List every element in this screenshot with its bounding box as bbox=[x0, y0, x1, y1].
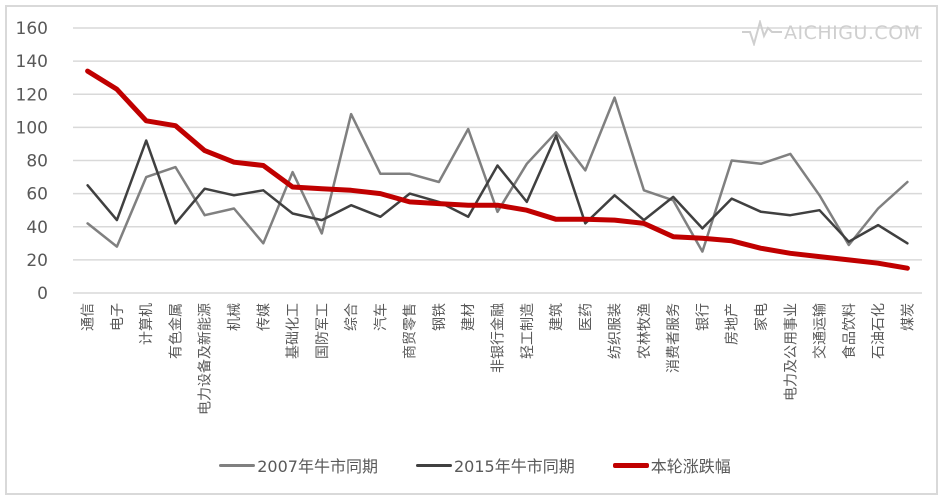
legend-label-2015: 2015年牛市同期 bbox=[453, 457, 575, 476]
x-tick-label: 银行 bbox=[695, 303, 711, 331]
x-tick-label: 基础化工 bbox=[285, 303, 302, 359]
y-tick-label: 40 bbox=[26, 218, 48, 238]
x-tick-label: 家电 bbox=[753, 303, 770, 331]
legend-swatch-2015 bbox=[415, 463, 452, 467]
legend-label-2007: 2007年牛市同期 bbox=[257, 457, 378, 476]
x-tick-label: 建筑 bbox=[549, 303, 565, 331]
x-tick-label: 电力设备及新能源 bbox=[197, 303, 214, 415]
x-tick-label: 食品饮料 bbox=[841, 303, 858, 359]
y-tick-label: 100 bbox=[16, 118, 48, 138]
y-tick-label: 0 bbox=[37, 284, 48, 304]
x-tick-label: 消费者服务 bbox=[666, 303, 682, 373]
y-tick-label: 120 bbox=[16, 85, 48, 105]
series-line-2 bbox=[85, 68, 910, 271]
x-tick-label: 国防军工 bbox=[315, 303, 331, 359]
series-lines bbox=[85, 68, 910, 271]
x-tick-label: 机械 bbox=[227, 303, 243, 331]
x-tick-label: 交通运输 bbox=[812, 303, 829, 359]
x-tick-label: 通信 bbox=[81, 303, 97, 331]
x-tick-label: 钢铁 bbox=[432, 303, 448, 331]
y-tick-label: 80 bbox=[26, 152, 48, 172]
x-axis: 通信 电子 计算机 有色金属 电力设备及新能源 机械 传媒 基础化工 国防军工 综合 汽车 商贸零售钢… bbox=[81, 303, 917, 415]
x-tick-label: 轻工制造 bbox=[520, 303, 536, 359]
x-tick-label: 纺织服装 bbox=[608, 303, 624, 359]
legend-item-current: 本轮涨跌幅 bbox=[612, 453, 731, 477]
x-tick-label: 电力及公用事业 bbox=[783, 303, 799, 401]
y-tick-label: 20 bbox=[26, 251, 48, 271]
x-tick-label: 农林牧渔 bbox=[637, 303, 653, 359]
x-tick-label: 商贸零售 bbox=[403, 303, 419, 359]
legend-swatch-2007 bbox=[219, 463, 256, 467]
y-tick-label: 60 bbox=[26, 185, 48, 205]
y-tick-label: 160 bbox=[16, 19, 48, 39]
series-line-0 bbox=[86, 96, 909, 253]
x-tick-label: 传媒 bbox=[256, 303, 272, 331]
heartbeat-logo-icon bbox=[742, 20, 782, 46]
watermark: AICHIGU.COM bbox=[742, 20, 921, 46]
legend-item-2007: 2007年牛市同期 bbox=[219, 453, 378, 477]
x-tick-label: 汽车 bbox=[372, 303, 389, 331]
legend-item-2015: 2015年牛市同期 bbox=[415, 453, 575, 477]
x-tick-label: 非银行金融 bbox=[491, 303, 507, 373]
x-tick-label: 电子 bbox=[110, 303, 126, 331]
x-tick-label: 医药 bbox=[578, 303, 594, 331]
legend: 2007年牛市同期 2015年牛市同期 本轮涨跌幅 bbox=[0, 452, 950, 478]
legend-label-current: 本轮涨跌幅 bbox=[650, 457, 731, 476]
series-line-1 bbox=[86, 134, 909, 245]
legend-swatch-current bbox=[612, 462, 649, 468]
x-tick-label: 石油石化 bbox=[871, 303, 887, 359]
gridlines bbox=[73, 27, 922, 294]
x-tick-label: 有色金属 bbox=[167, 303, 184, 359]
watermark-text: AICHIGU.COM bbox=[784, 22, 921, 44]
x-tick-label: 综合 bbox=[344, 303, 360, 331]
x-tick-label: 建材 bbox=[461, 303, 477, 331]
y-axis: 0 20 40 60 80 100 120 140 160 bbox=[16, 19, 48, 304]
y-tick-label: 140 bbox=[16, 52, 48, 72]
x-tick-label: 煤炭 bbox=[900, 303, 916, 331]
x-tick-label: 房地产 bbox=[725, 303, 741, 345]
x-tick-label: 计算机 bbox=[139, 303, 155, 345]
